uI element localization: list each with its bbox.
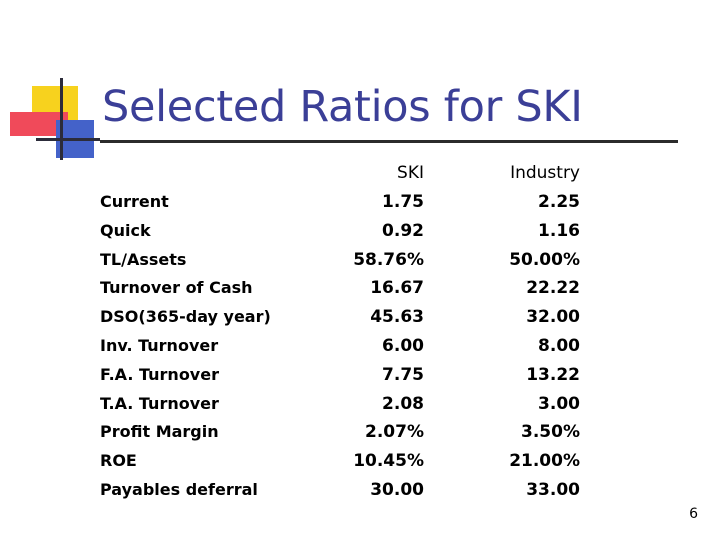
table-header-row: SKI Industry <box>0 163 720 191</box>
ratio-label: ROE <box>100 451 137 471</box>
ratio-label: Inv. Turnover <box>100 336 219 355</box>
ratio-label: Profit Margin <box>100 422 219 442</box>
ratio-label: TL/Assets <box>100 249 187 269</box>
ski-value: 1.75 <box>382 192 424 212</box>
table-row: T.A. Turnover 2.08 3.00 <box>0 394 720 422</box>
ski-value: 6.00 <box>382 336 424 356</box>
ski-value: 2.07% <box>365 422 424 443</box>
table-row: Payables deferral 30.00 33.00 <box>0 480 720 508</box>
ratio-label: Turnover of Cash <box>100 278 253 298</box>
table-row: ROE 10.45% 21.00% <box>0 451 720 479</box>
industry-value: 3.00 <box>538 393 580 414</box>
table-row: Profit Margin 2.07% 3.50% <box>0 422 720 450</box>
page-number: 6 <box>689 506 698 522</box>
title-underline <box>100 140 678 143</box>
industry-value: 8.00 <box>538 336 580 356</box>
ratio-label: T.A. Turnover <box>100 393 219 413</box>
slide-title: Selected Ratios for SKI <box>102 82 583 132</box>
table-row: TL/Assets 58.76% 50.00% <box>0 250 720 278</box>
table-row: Quick 0.92 1.16 <box>0 221 720 249</box>
table-row: Turnover of Cash 16.67 22.22 <box>0 278 720 306</box>
industry-value: 22.22 <box>526 278 580 299</box>
ski-value: 45.63 <box>370 307 424 328</box>
ski-value: 58.76% <box>353 249 424 270</box>
table-row: F.A. Turnover 7.75 13.22 <box>0 365 720 393</box>
ski-value: 7.75 <box>382 364 424 385</box>
industry-value: 3.50% <box>521 422 580 443</box>
ratio-label: Quick <box>100 220 151 240</box>
industry-value: 50.00% <box>509 249 580 270</box>
ski-value: 16.67 <box>370 278 424 299</box>
ski-value: 2.08 <box>382 393 424 414</box>
table-row: Inv. Turnover 6.00 8.00 <box>0 336 720 364</box>
column-header-ski: SKI <box>397 163 424 183</box>
table-row: DSO(365-day year) 45.63 32.00 <box>0 307 720 335</box>
ratio-label: F.A. Turnover <box>100 364 219 384</box>
industry-value: 2.25 <box>538 192 580 212</box>
table-row: Current 1.75 2.25 <box>0 192 720 220</box>
industry-value: 1.16 <box>538 220 580 241</box>
ratio-label: DSO(365-day year) <box>100 307 271 327</box>
column-header-industry: Industry <box>510 163 580 183</box>
ratio-label: Current <box>100 192 169 211</box>
industry-value: 13.22 <box>526 364 580 385</box>
decor-horizontal-line <box>36 138 100 141</box>
industry-value: 21.00% <box>509 451 580 472</box>
ratio-label: Payables deferral <box>100 480 258 499</box>
industry-value: 33.00 <box>526 480 580 500</box>
ski-value: 0.92 <box>382 220 424 241</box>
ski-value: 30.00 <box>370 480 424 500</box>
decor-vertical-line <box>60 78 63 160</box>
ski-value: 10.45% <box>353 451 424 472</box>
industry-value: 32.00 <box>526 307 580 328</box>
